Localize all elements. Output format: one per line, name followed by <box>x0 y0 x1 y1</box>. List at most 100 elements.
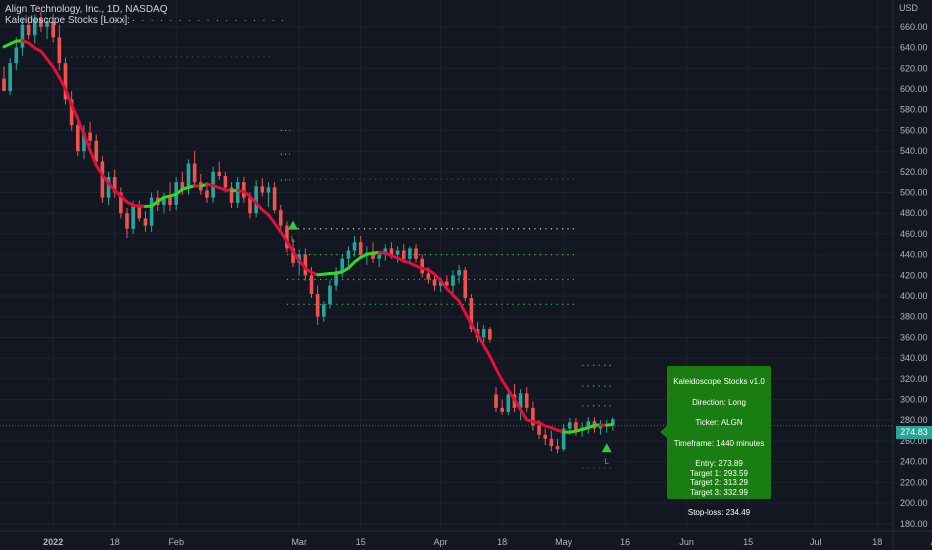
candle-body <box>149 197 154 226</box>
candle-body <box>420 258 424 274</box>
ma-segment <box>488 354 498 371</box>
candle-body <box>346 250 351 259</box>
candle-body <box>389 248 394 255</box>
signal-markers: LL <box>288 220 612 466</box>
candle-body <box>469 298 474 330</box>
candle-body <box>192 163 197 183</box>
price-axis[interactable]: 180.00 200.00 220.00 240.00 260.00 280.00 300.… <box>892 0 928 550</box>
info-entry: Entry: 273.89 <box>695 459 743 468</box>
info-stop-loss: Stop-loss: 234.49 <box>687 508 751 517</box>
x-tick-label: May <box>555 537 573 547</box>
candle-body <box>322 304 326 317</box>
candle-body <box>340 258 345 272</box>
candle-body <box>76 125 80 152</box>
candle-body <box>358 242 363 255</box>
candle-body <box>568 422 572 429</box>
candle-body <box>272 187 277 211</box>
ma-segment <box>248 194 258 205</box>
candle-body <box>315 293 320 317</box>
y-tick-label: 480.00 <box>900 208 928 218</box>
moving-average <box>2 39 615 434</box>
candle-body <box>278 210 283 226</box>
time-axis[interactable]: 2022 18 Feb Mar 15 Apr 18 May 16 Jun 15 Jul 18 Aug <box>0 530 932 547</box>
candle-body <box>524 393 529 408</box>
x-tick-label: 2022 <box>43 537 63 547</box>
ma-segment <box>494 367 504 382</box>
long-signal-arrow-icon <box>288 220 299 230</box>
x-tick-label: 15 <box>743 537 753 547</box>
candle-body <box>260 186 265 193</box>
ma-segment <box>94 163 104 177</box>
candle-body <box>112 177 117 193</box>
currency-label: USD <box>899 3 919 13</box>
candle-body <box>408 248 412 259</box>
candle-body <box>352 242 357 251</box>
candle-body <box>555 446 560 450</box>
ma-segment <box>482 344 492 358</box>
candle-body <box>51 21 55 38</box>
candle-body <box>63 63 68 100</box>
candle-body <box>561 428 566 450</box>
ma-segment <box>457 299 467 315</box>
candle-body <box>125 213 129 229</box>
ma-segment <box>64 87 74 107</box>
y-tick-label: 660.00 <box>900 22 928 32</box>
ma-segment <box>297 258 307 270</box>
y-tick-label: 280.00 <box>900 415 928 425</box>
x-tick-label: 18 <box>872 537 882 547</box>
candle-body <box>518 393 523 408</box>
candle-body <box>309 275 314 294</box>
ma-segment <box>285 239 295 254</box>
y-tick-label: 540.00 <box>900 146 928 156</box>
x-tick-label: Feb <box>168 537 184 547</box>
y-tick-label: 320.00 <box>900 374 928 384</box>
candle-body <box>242 182 246 198</box>
y-tick-label: 560.00 <box>900 125 928 135</box>
candle-body <box>481 329 486 338</box>
y-tick-label: 580.00 <box>900 105 928 115</box>
x-tick-label: Jul <box>810 537 822 547</box>
candle-body <box>119 192 123 214</box>
y-tick-label: 380.00 <box>900 312 928 322</box>
candle-body <box>137 204 142 219</box>
candle-body <box>291 248 295 263</box>
ma-segment <box>439 279 449 291</box>
x-tick-label: 18 <box>497 537 507 547</box>
y-tick-label: 180.00 <box>900 519 928 529</box>
info-target-2: Target 2: 313.29 <box>690 478 748 487</box>
ma-segment <box>100 173 111 185</box>
last-price-tag: 274.83 <box>896 426 932 439</box>
ma-segment <box>476 332 486 348</box>
candle-body <box>531 407 535 426</box>
y-tick-label: 340.00 <box>900 353 928 363</box>
x-tick-label: 16 <box>620 537 630 547</box>
ma-segment <box>45 57 55 69</box>
ma-segment <box>500 378 510 392</box>
candle-body <box>574 422 578 431</box>
candle-body <box>106 177 111 198</box>
ma-segment <box>39 49 49 61</box>
candle-body <box>88 132 92 141</box>
chart-title: Align Technology, Inc., 1D, NASDAQ <box>5 4 168 15</box>
candle-body <box>401 250 406 259</box>
x-tick-label: Apr <box>434 537 448 547</box>
indicator-title[interactable]: Kaleidoscope Stocks [Loxx]: <box>5 15 131 26</box>
candle-body <box>248 197 252 214</box>
ma-segment <box>279 230 289 243</box>
candles <box>2 11 615 454</box>
y-tick-label: 460.00 <box>900 229 928 239</box>
ma-segment <box>463 311 473 326</box>
y-tick-label: 260.00 <box>900 436 928 446</box>
candle-body <box>57 37 62 64</box>
info-timeframe: Timeframe: 1440 minutes <box>673 438 765 448</box>
info-direction: Direction: Long <box>692 397 746 407</box>
candle-body <box>500 407 504 412</box>
candle-body <box>537 425 541 435</box>
candle-body <box>94 140 99 162</box>
x-tick-label: 18 <box>110 537 120 547</box>
candle-body <box>131 204 135 229</box>
ma-segment <box>107 181 117 192</box>
y-tick-label: 240.00 <box>900 457 928 467</box>
x-tick-label: Mar <box>291 537 307 547</box>
